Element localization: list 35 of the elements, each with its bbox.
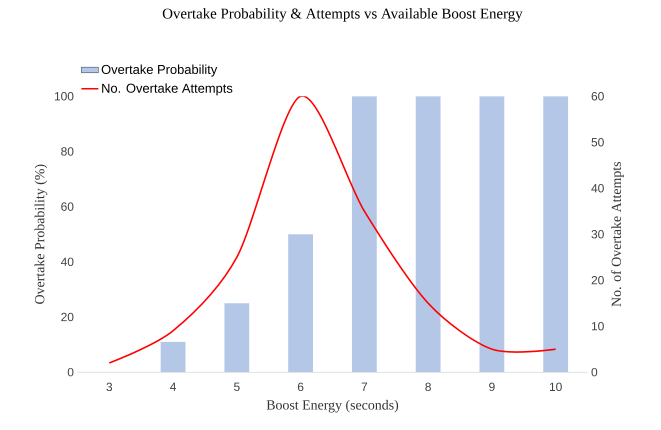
x-tick-label: 6 [298, 382, 304, 392]
y-tick-label: 0 [68, 368, 74, 377]
y2-tick-label: 50 [592, 138, 604, 147]
y-tick-label: 40 [60, 258, 74, 266]
y2-tick-label: 30 [592, 230, 604, 239]
line-series [108, 96, 556, 364]
y2-tick-label: 10 [592, 322, 604, 331]
legend-label: Overtake Probability [102, 64, 218, 77]
bar [224, 303, 250, 372]
chart-title: Overtake Probability & Attempts vs Available Boost Energy [162, 8, 523, 22]
x-tick-label: 10 [550, 382, 562, 392]
bar [160, 342, 186, 372]
y-tick-label: 100 [54, 92, 74, 101]
x-axis-title: Boost Energy (seconds) [266, 400, 398, 413]
x-tick-label: 9 [489, 382, 495, 392]
y-axis-title: Overtake Probability (%) [34, 164, 48, 304]
y-tick-label: 60 [61, 202, 74, 211]
x-tick-label: 8 [425, 382, 431, 392]
x-tick-label: 3 [106, 382, 112, 392]
bar [352, 96, 377, 372]
y-tick-label: 20 [61, 312, 74, 322]
y2-tick-label: 60 [592, 92, 604, 101]
x-tick-label: 5 [234, 382, 240, 392]
y2-tick-label: 20 [592, 276, 604, 285]
x-tick-label: 4 [170, 382, 176, 391]
bar [543, 96, 568, 372]
y2-tick-label: 0 [592, 368, 598, 377]
legend-label: No. Overtake Attempts [102, 83, 232, 96]
y2-axis-title: No. of Overtake Attempts [611, 162, 624, 307]
y2-tick-label: 40 [591, 184, 604, 193]
bar [479, 96, 504, 372]
bar [416, 96, 441, 372]
y-tick-label: 80 [61, 147, 74, 156]
bar [288, 234, 314, 372]
x-tick-label: 7 [362, 382, 368, 391]
